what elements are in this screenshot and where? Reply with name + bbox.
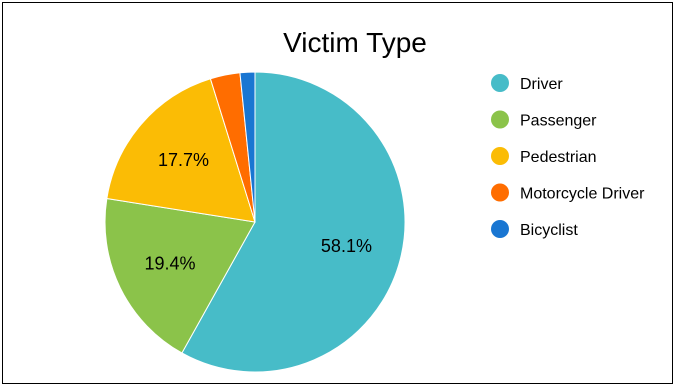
slice-label-driver: 58.1% xyxy=(321,236,372,256)
legend-swatch-pedestrian xyxy=(491,147,509,165)
legend-label-bicyclist: Bicyclist xyxy=(520,222,578,239)
pie-slice-bicyclist xyxy=(239,71,256,223)
pie-slices xyxy=(104,71,406,373)
legend-label-pedestrian: Pedestrian xyxy=(520,149,597,166)
legend-swatch-driver xyxy=(491,74,509,92)
pie-slice-pedestrian xyxy=(106,78,256,223)
pie-slice-passenger xyxy=(104,197,256,354)
slice-label-passenger: 19.4% xyxy=(144,253,195,273)
legend: Driver Passenger Pedestrian Motorcycle Driv… xyxy=(491,74,645,239)
legend-swatch-bicyclist xyxy=(491,220,509,238)
legend-swatch-passenger xyxy=(491,110,509,129)
chart-title: Victim Type xyxy=(283,27,427,58)
legend-swatch-motorcycle-driver xyxy=(491,183,509,202)
slice-label-pedestrian: 17.7% xyxy=(158,150,209,170)
legend-label-motorcycle-driver: Motorcycle Driver xyxy=(520,186,645,203)
pie-slice-driver xyxy=(181,71,406,373)
legend-label-passenger: Passenger xyxy=(520,113,597,130)
pie-labels: 58.1% 19.4% 17.7% xyxy=(144,150,371,273)
legend-label-driver: Driver xyxy=(520,76,563,93)
